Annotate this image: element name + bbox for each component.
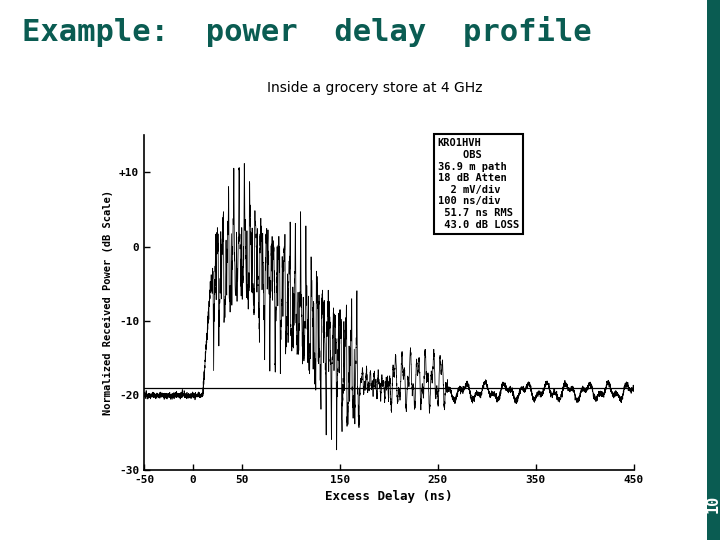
- X-axis label: Excess Delay (ns): Excess Delay (ns): [325, 490, 453, 503]
- Text: 10: 10: [706, 495, 720, 513]
- Text: KRO1HVH
    OBS
36.9 m path
18 dB Atten
  2 mV/div
100 ns/div
 51.7 ns RMS
 43.0: KRO1HVH OBS 36.9 m path 18 dB Atten 2 mV…: [438, 138, 519, 230]
- Y-axis label: Normalized Received Power (dB Scale): Normalized Received Power (dB Scale): [103, 190, 113, 415]
- Text: Inside a grocery store at 4 GHz: Inside a grocery store at 4 GHz: [266, 81, 482, 95]
- Text: Example:  power  delay  profile: Example: power delay profile: [22, 16, 591, 47]
